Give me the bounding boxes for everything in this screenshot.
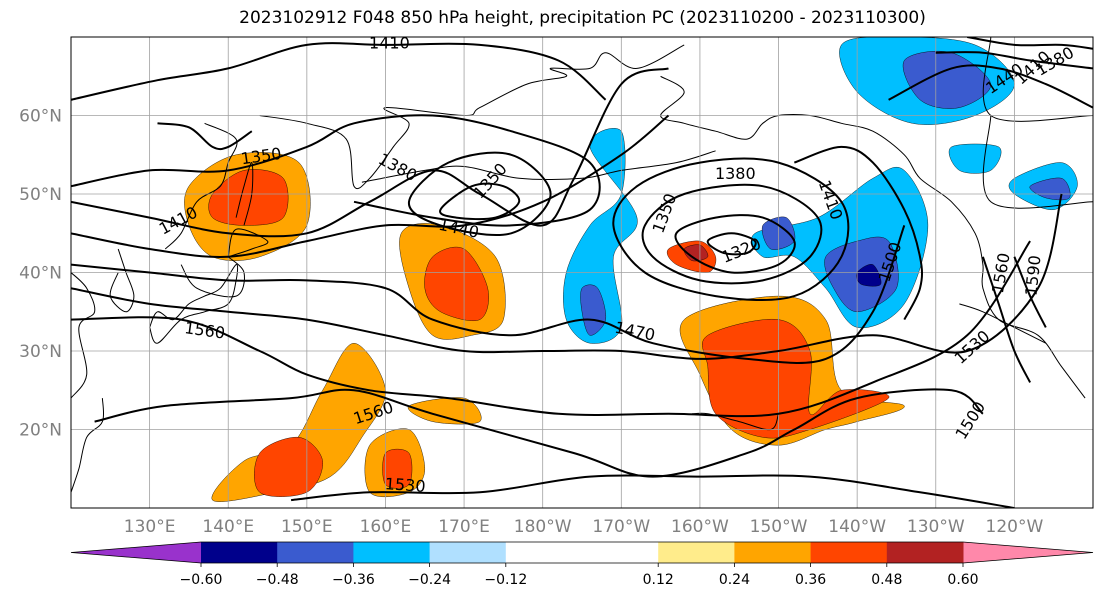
precipitation-layer — [184, 37, 1078, 502]
precip-region — [856, 264, 882, 287]
height-contour — [981, 256, 1031, 383]
height-contour — [1013, 256, 1047, 328]
colorbar-extend-low — [71, 542, 201, 563]
coastline — [361, 150, 716, 183]
height-contour — [935, 51, 1093, 70]
lon-tick-label: 160°E — [360, 517, 412, 537]
height-contour — [674, 214, 796, 274]
lon-tick-label: 150°W — [750, 517, 808, 537]
coastline — [660, 75, 1086, 399]
height-contour — [71, 193, 1063, 360]
colorbar-tick-label: 0.24 — [719, 572, 750, 588]
contour-label: 1530 — [384, 474, 426, 496]
precip-region — [702, 318, 889, 439]
lat-tick-label: 50°N — [19, 185, 62, 205]
coastline — [164, 122, 238, 250]
colorbar: −0.60 −0.48 −0.36 −0.24 −0.12 0.12 0.24 0.36 0.4… — [70, 541, 1094, 588]
height-contour — [71, 114, 670, 259]
lat-tick-label: 60°N — [19, 107, 62, 127]
lon-tick-label: 130°E — [124, 517, 176, 537]
height-contour — [71, 42, 607, 101]
colorbar-bin — [353, 542, 431, 563]
map-title: 2023102912 F048 850 hPa height, precipit… — [239, 8, 926, 28]
colorbar-bin — [505, 542, 659, 563]
precip-region — [254, 437, 323, 497]
colorbar-bin — [429, 542, 507, 563]
precip-region — [580, 284, 606, 336]
height-contour — [793, 145, 924, 321]
height-contour — [291, 474, 1015, 508]
contour-label: 1590 — [1021, 254, 1044, 296]
gridline-layer — [71, 37, 1093, 508]
precip-region — [382, 448, 413, 489]
colorbar-tick-label: 0.60 — [947, 572, 978, 588]
height-contour — [71, 240, 1031, 418]
colorbar-tick-label: 0.12 — [643, 572, 674, 588]
colorbar-bin — [886, 542, 964, 563]
lon-tick-label: 130°W — [907, 517, 965, 537]
colorbar-tick-label: 0.48 — [871, 572, 902, 588]
coastline — [180, 256, 245, 298]
height-contour — [706, 232, 757, 256]
lon-tick-label: 170°E — [438, 517, 490, 537]
precip-region — [948, 143, 1002, 174]
lon-tick-label: 140°W — [828, 517, 886, 537]
colorbar-bin — [201, 542, 278, 563]
axis-tick-labels: 130°E 140°E 150°E 160°E 170°E 180°W 170°W 160°W… — [19, 107, 1043, 538]
colorbar-bin — [734, 542, 812, 563]
height-contour — [612, 157, 850, 302]
height-contour — [71, 67, 669, 238]
height-contour — [407, 151, 552, 236]
coastline — [692, 412, 779, 431]
coastline — [235, 162, 254, 226]
lon-tick-label: 150°E — [281, 517, 333, 537]
map-frame — [70, 36, 1094, 509]
height-contour — [71, 114, 601, 227]
coastline — [71, 398, 105, 493]
precip-region — [683, 244, 709, 262]
colorbar-tick-label: −0.48 — [256, 572, 299, 588]
colorbar-tick-label: −0.12 — [484, 572, 527, 588]
height-contour-layer — [71, 37, 1093, 508]
colorbar-bin — [810, 542, 888, 563]
height-contour — [94, 388, 984, 478]
height-contour — [641, 183, 823, 285]
height-contour — [157, 122, 253, 151]
height-contour — [967, 37, 1093, 50]
colorbar-bin — [658, 542, 735, 563]
height-contour — [888, 64, 1093, 109]
colorbar-bin — [277, 542, 354, 563]
colorbar-extend-high — [963, 542, 1093, 563]
colorbar-tick-label: −0.36 — [332, 572, 375, 588]
coastline — [959, 303, 1047, 344]
colorbar-tick-label: 0.36 — [795, 572, 826, 588]
lon-tick-label: 170°W — [592, 517, 650, 537]
lat-tick-label: 30°N — [19, 342, 62, 362]
contour-label: 1380 — [715, 164, 756, 183]
lon-tick-label: 140°E — [202, 517, 254, 537]
lon-tick-label: 120°W — [986, 517, 1044, 537]
coastline — [227, 228, 269, 258]
coastline — [982, 115, 1093, 209]
height-contour — [439, 182, 521, 221]
colorbar-tick-label: −0.60 — [180, 572, 223, 588]
contour-label: 1410 — [369, 34, 410, 53]
lat-tick-label: 40°N — [19, 264, 62, 284]
colorbar-tick-label: −0.24 — [408, 572, 451, 588]
height-contour — [71, 225, 906, 364]
lon-tick-label: 160°W — [671, 517, 729, 537]
lon-tick-label: 180°W — [514, 517, 572, 537]
lat-tick-label: 20°N — [19, 421, 62, 441]
